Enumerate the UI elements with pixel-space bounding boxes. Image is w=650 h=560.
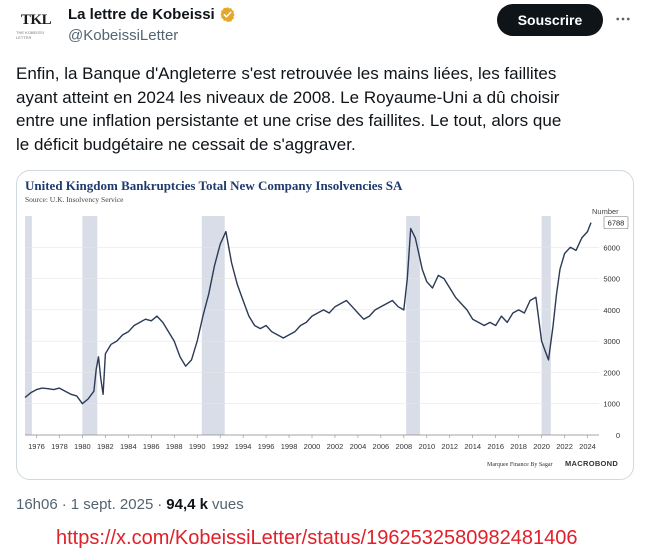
views-count: 94,4 k bbox=[166, 496, 209, 513]
author-handle[interactable]: @KobeissiLetter bbox=[68, 27, 179, 44]
avatar-logo-subtext: THE KOBEISSI LETTER bbox=[16, 30, 44, 40]
tweet-text: Enfin, la Banque d'Angleterre s'est retr… bbox=[16, 64, 562, 154]
x-tick-label: 2006 bbox=[373, 442, 390, 451]
recession-band bbox=[201, 216, 225, 435]
insolvencies-series-line bbox=[24, 222, 592, 405]
x-tick-label: 1998 bbox=[281, 442, 298, 451]
display-name-row: La lettre de Kobeissi bbox=[68, 4, 236, 24]
x-tick-label: 2004 bbox=[350, 442, 367, 451]
author-display-name[interactable]: La lettre de Kobeissi bbox=[68, 5, 215, 23]
source-url-link[interactable]: https://x.com/KobeissiLetter/status/1962… bbox=[56, 527, 578, 549]
x-tick-label: 2020 bbox=[533, 442, 550, 451]
x-tick-label: 1980 bbox=[74, 442, 91, 451]
x-tick-label: 1978 bbox=[51, 442, 68, 451]
recession-band bbox=[82, 216, 98, 435]
x-tick-label: 2018 bbox=[510, 442, 527, 451]
x-tick-label: 2024 bbox=[579, 442, 596, 451]
subscribe-button[interactable]: Souscrire bbox=[497, 4, 603, 36]
recession-band bbox=[541, 216, 551, 435]
x-tick-label: 1976 bbox=[28, 442, 45, 451]
recession-band bbox=[25, 216, 32, 435]
y-tick-label: 2000 bbox=[603, 368, 620, 377]
x-tick-label: 2022 bbox=[556, 442, 573, 451]
chart-footer-credit: Marquee Finance By Sagar bbox=[487, 462, 552, 468]
meta-dot: · bbox=[61, 496, 67, 513]
x-tick-label: 2008 bbox=[395, 442, 412, 451]
x-tick-label: 1984 bbox=[120, 442, 137, 451]
recession-band bbox=[406, 216, 420, 435]
avatar-logo-text: TKL bbox=[20, 12, 52, 28]
tweet-time[interactable]: 16h06 bbox=[16, 496, 58, 513]
chart-ylabel: Number bbox=[592, 207, 619, 216]
x-tick-label: 2014 bbox=[464, 442, 481, 451]
x-tick-label: 1990 bbox=[189, 442, 206, 451]
views-label: vues bbox=[212, 496, 244, 513]
x-tick-label: 2010 bbox=[418, 442, 435, 451]
author-block: La lettre de Kobeissi @KobeissiLetter bbox=[68, 4, 236, 44]
y-tick-label: 3000 bbox=[603, 337, 620, 346]
y-tick-label: 1000 bbox=[603, 400, 620, 409]
y-tick-label: 6000 bbox=[603, 243, 620, 252]
x-tick-label: 1982 bbox=[97, 442, 114, 451]
x-tick-label: 1996 bbox=[258, 442, 275, 451]
chart-subtitle: Source: U.K. Insolvency Service bbox=[25, 195, 124, 204]
x-tick-label: 2016 bbox=[487, 442, 504, 451]
chart-footer-brand: MACROBOND bbox=[565, 459, 618, 468]
x-tick-label: 2012 bbox=[441, 442, 458, 451]
x-tick-label: 1986 bbox=[143, 442, 160, 451]
author-avatar[interactable]: TKL THE KOBEISSI LETTER bbox=[16, 6, 56, 46]
x-tick-label: 2002 bbox=[327, 442, 344, 451]
last-value-box bbox=[603, 216, 629, 229]
chart-image[interactable]: United Kingdom Bankruptcies Total New Co… bbox=[16, 170, 634, 480]
tweet-date[interactable]: 1 sept. 2025 bbox=[70, 496, 154, 513]
y-tick-label: 0 bbox=[616, 431, 620, 440]
x-tick-label: 1992 bbox=[212, 442, 229, 451]
x-tick-label: 1988 bbox=[166, 442, 183, 451]
x-tick-label: 2000 bbox=[304, 442, 321, 451]
x-tick-label: 1994 bbox=[235, 442, 252, 451]
y-tick-label: 4000 bbox=[603, 306, 620, 315]
chart-title: United Kingdom Bankruptcies Total New Co… bbox=[25, 178, 403, 193]
bankruptcies-chart: United Kingdom Bankruptcies Total New Co… bbox=[24, 178, 629, 468]
y-tick-label: 5000 bbox=[603, 275, 620, 284]
last-value-label: 6788 bbox=[608, 219, 625, 228]
more-options-icon[interactable] bbox=[612, 8, 634, 30]
verified-badge-icon[interactable] bbox=[219, 6, 236, 23]
meta-dot: · bbox=[157, 496, 163, 513]
tweet-meta: 16h06 · 1 sept. 2025 · 94,4 k vues bbox=[16, 496, 244, 513]
